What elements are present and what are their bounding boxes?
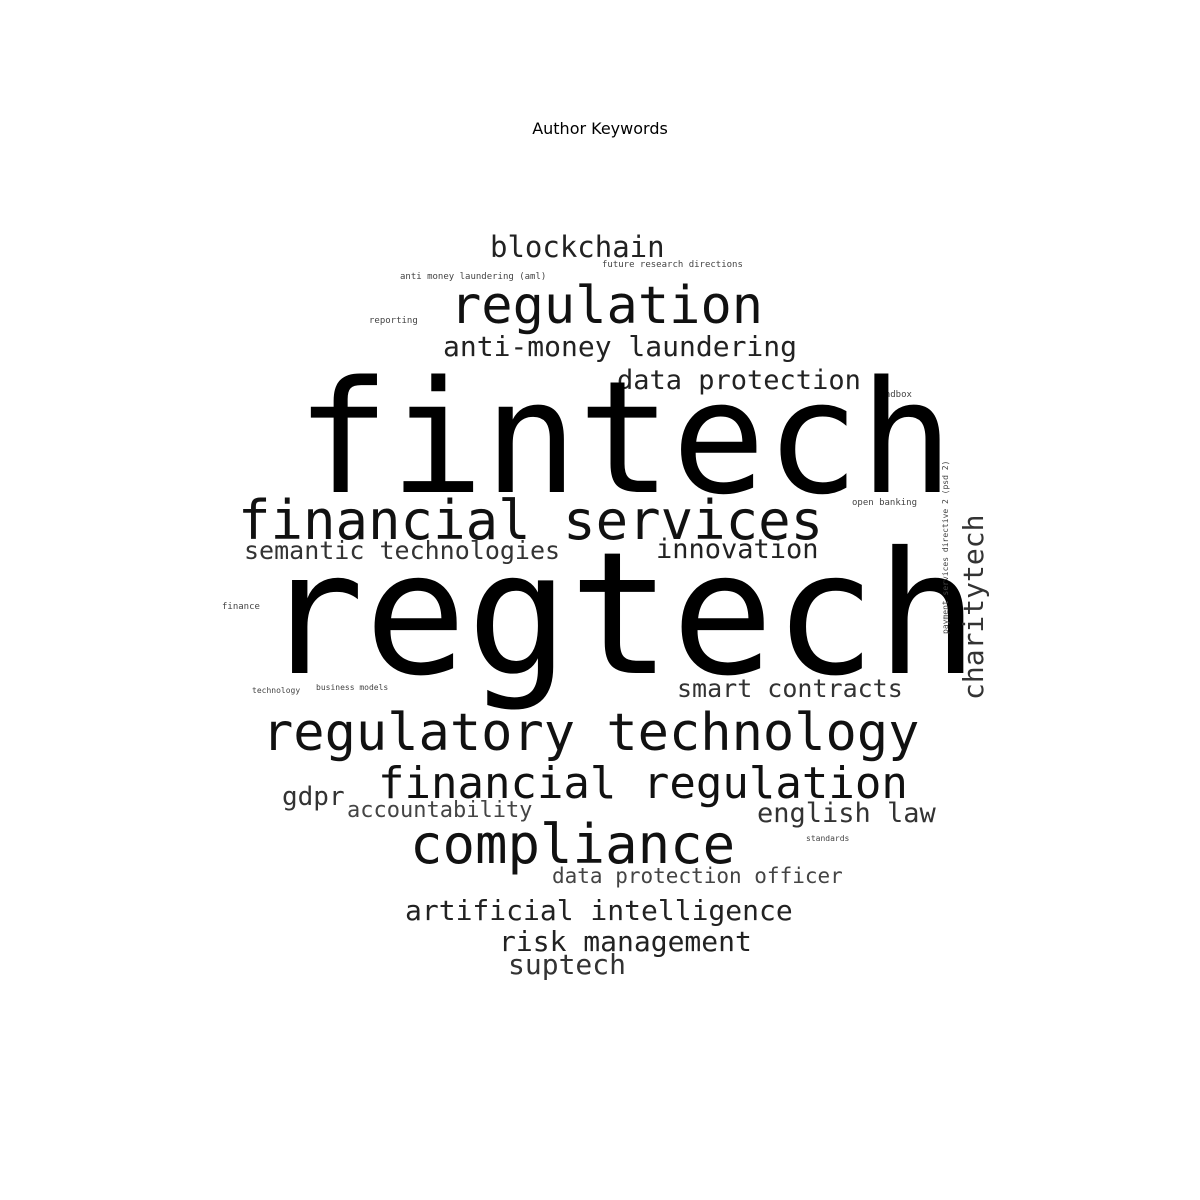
keyword-standards: standards xyxy=(806,834,850,843)
keyword-english-law: english law xyxy=(757,798,936,829)
keyword-gdpr: gdpr xyxy=(282,782,345,812)
keyword-finance: finance xyxy=(222,602,260,612)
keyword-technology: technology xyxy=(252,686,301,695)
keyword-blockchain: blockchain xyxy=(490,230,665,264)
keyword-data-protection: data protection xyxy=(617,365,861,396)
keyword-fintech: fintech xyxy=(296,347,954,529)
keyword-financial-services: financial services xyxy=(238,489,824,552)
keyword-artificial-intelligence: artificial intelligence xyxy=(405,894,793,927)
page-title: Author Keywords xyxy=(532,119,668,138)
keyword-anti-money-laundering: anti-money laundering xyxy=(443,330,798,363)
keyword-compliance: compliance xyxy=(410,813,736,876)
keyword-risk-management: risk management xyxy=(499,925,752,958)
keyword-future-research: future research directions xyxy=(602,260,743,270)
keyword-accountability: accountability xyxy=(347,798,533,823)
keyword-reporting: reporting xyxy=(369,316,418,326)
keyword-regulation: regulation xyxy=(450,276,764,336)
keyword-data-protection-officer: data protection officer xyxy=(552,864,843,888)
keyword-suptech: suptech xyxy=(508,948,627,981)
keyword-psd2: payment services directive 2 (psd 2) xyxy=(941,460,950,634)
keyword-innovation: innovation xyxy=(656,534,819,565)
keyword-aml-abbrev: anti money laundering (aml) xyxy=(400,272,547,282)
keyword-smart-contracts: smart contracts xyxy=(677,674,903,703)
keyword-sandbox: sandbox xyxy=(874,390,912,400)
keyword-open-banking: open banking xyxy=(852,498,918,508)
keyword-regulatory-technology: regulatory technology xyxy=(262,703,920,763)
keyword-semantic-technologies: semantic technologies xyxy=(244,536,561,565)
keyword-business-models: business models xyxy=(316,683,389,692)
keyword-regtech: regtech xyxy=(262,516,979,714)
keyword-financial-regulation: financial regulation xyxy=(378,758,908,809)
keyword-charitytech: charitytech xyxy=(957,514,990,700)
